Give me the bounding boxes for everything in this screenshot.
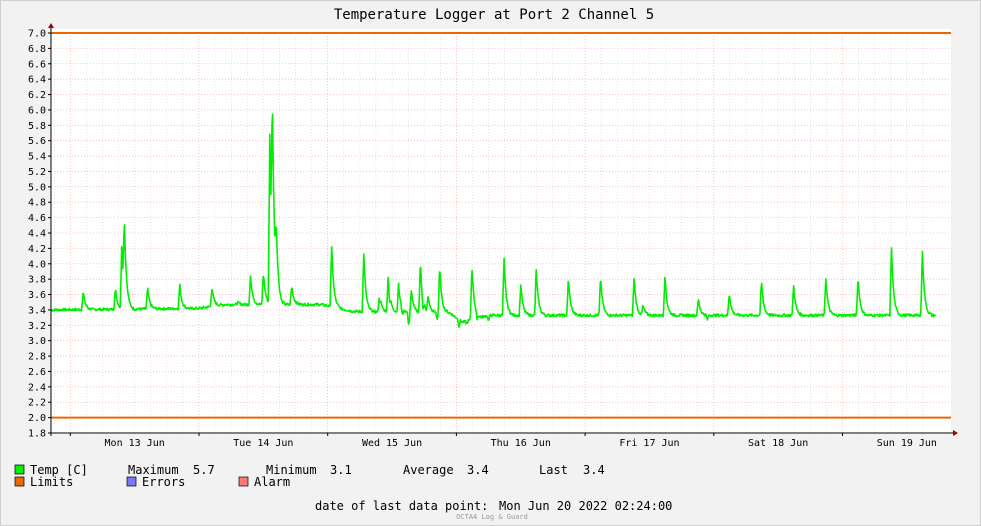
grid-minor <box>53 33 924 433</box>
plot-area <box>51 29 951 434</box>
last-data-point-value: Mon Jun 20 2022 02:24:00 <box>499 499 672 513</box>
y-tick-label: 7.0 <box>28 29 46 40</box>
legend-max-value: 5.7 <box>193 463 215 477</box>
y-tick-label: 3.8 <box>28 275 46 286</box>
legend-min-value: 3.1 <box>330 463 352 477</box>
y-tick-label: 5.8 <box>28 121 46 132</box>
x-tick-label: Fri 17 Jun <box>619 438 679 449</box>
y-tick-label: 4.0 <box>28 259 46 270</box>
x-tick-label: Thu 16 Jun <box>491 438 551 449</box>
legend-swatch-temp <box>14 464 25 475</box>
watermark: OCTA4 Log & Guard <box>456 513 528 521</box>
y-tick-label: 3.0 <box>28 336 46 347</box>
x-tick-label: Sun 19 Jun <box>877 438 937 449</box>
y-tick-label: 3.4 <box>28 305 46 316</box>
legend-min-label: Minimum <box>266 463 317 477</box>
y-tick-label: 4.8 <box>28 198 46 209</box>
y-tick-label: 6.0 <box>28 105 46 116</box>
legend-max-label: Maximum <box>128 463 179 477</box>
legend-limits-label: Limits <box>30 475 73 489</box>
x-axis-arrow <box>953 430 958 436</box>
legend-avg-label: Average <box>403 463 454 477</box>
series-line-temp <box>50 113 936 329</box>
y-tick-labels: 1.8 2.0 2.2 2.4 2.6 2.8 3.0 3.2 3.4 3.6 3.8 4.0 4.2 4… <box>28 29 46 440</box>
axes <box>48 23 958 436</box>
y-tick-label: 6.4 <box>28 75 46 86</box>
limit-lines <box>51 32 951 419</box>
x-tick-label: Wed 15 Jun <box>362 438 422 449</box>
legend-last-label: Last <box>539 463 568 477</box>
y-tick-label: 1.8 <box>28 429 46 440</box>
y-tick-label: 2.4 <box>28 382 46 393</box>
legend-swatch-alarm <box>238 476 249 487</box>
y-tick-label: 4.6 <box>28 213 46 224</box>
y-tick-label: 5.2 <box>28 167 46 178</box>
legend-temp-label: Temp [C] <box>30 463 88 477</box>
y-tick-label: 2.2 <box>28 398 46 409</box>
y-tick-label: 6.8 <box>28 44 46 55</box>
y-tick-label: 4.4 <box>28 229 46 240</box>
y-tick-label: 4.2 <box>28 244 46 255</box>
legend-avg-value: 3.4 <box>467 463 489 477</box>
x-tick-labels: Mon 13 Jun Tue 14 Jun Wed 15 Jun Thu 16 Jun… <box>105 438 937 449</box>
legend: Temp [C] Maximum 5.7 Minimum 3.1 Average… <box>14 463 672 521</box>
y-tick-label: 2.6 <box>28 367 46 378</box>
y-tick-label: 6.2 <box>28 90 46 101</box>
temperature-series <box>50 113 936 329</box>
y-tick-label: 2.8 <box>28 352 46 363</box>
y-tick-label: 5.6 <box>28 136 46 147</box>
y-tick-label: 5.4 <box>28 152 46 163</box>
y-tick-label: 5.0 <box>28 182 46 193</box>
y-tick-label: 3.2 <box>28 321 46 332</box>
last-data-point-label: date of last data point: <box>315 499 488 513</box>
y-tick-label: 3.6 <box>28 290 46 301</box>
y-tick-label: 2.0 <box>28 413 46 424</box>
x-tick-label: Sat 18 Jun <box>748 438 808 449</box>
legend-swatch-errors <box>126 476 137 487</box>
legend-swatch-limits <box>14 476 25 487</box>
y-tick-label: 6.6 <box>28 59 46 70</box>
chart-title: Temperature Logger at Port 2 Channel 5 <box>334 7 654 23</box>
x-tick-label: Tue 14 Jun <box>233 438 293 449</box>
legend-last-value: 3.4 <box>583 463 605 477</box>
y-axis-arrow <box>48 23 54 28</box>
x-tick-label: Mon 13 Jun <box>105 438 165 449</box>
legend-errors-label: Errors <box>142 475 185 489</box>
legend-alarm-label: Alarm <box>254 475 290 489</box>
